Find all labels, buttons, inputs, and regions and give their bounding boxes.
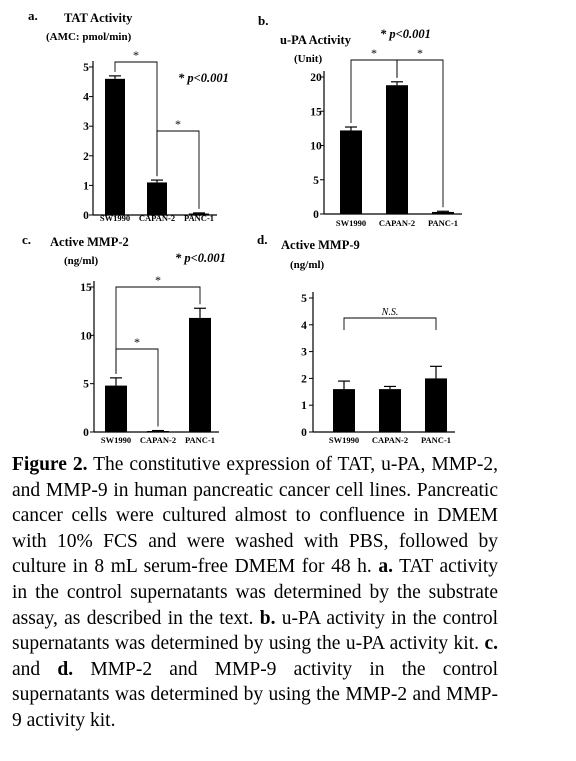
panel-b-bracket-label: * (371, 46, 377, 60)
panel-a-significance-bracket (114, 61, 158, 177)
panel-a-category-label: PANC-1 (184, 213, 214, 223)
figure-label: Figure 2. (12, 454, 88, 475)
panel-d-ytick-label: 0 (301, 427, 307, 439)
panel-c-ytick-label: 5 (83, 379, 89, 391)
panel-a-ytick-label: 4 (83, 92, 89, 104)
panel-d-bar-sw1990 (333, 389, 355, 432)
panel-c-ytick-label: 0 (83, 427, 89, 439)
caption-d-label: d. (57, 658, 74, 680)
figure-panels: a. TAT Activity (AMC: pmol/min) * p<0.001 0 1… (22, 8, 462, 445)
panel-c-category-label: CAPAN-2 (140, 435, 176, 445)
panel-a-category-label: SW1990 (100, 213, 130, 223)
panel-d-category-label: PANC-1 (421, 435, 451, 445)
panel-a-ytick-label: 2 (83, 151, 89, 163)
panel-d-bracket-label: N.S. (381, 307, 399, 318)
panel-d-bar-capan2 (379, 389, 401, 432)
panel-a-ylabel: (AMC: pmol/min) (46, 31, 132, 43)
panel-d-title: Active MMP-9 (281, 238, 360, 252)
panel-b-category-label: CAPAN-2 (379, 218, 415, 228)
panel-a-significance-bracket (156, 130, 200, 209)
panel-b-category-label: PANC-1 (428, 218, 458, 228)
panel-a-bracket-label: * (175, 117, 181, 131)
panel-b-bar-sw1990 (340, 130, 362, 214)
panel-b-ytick-label: 10 (310, 141, 322, 153)
panel-c-bracket-label: * (134, 335, 140, 349)
panel-c-title: Active MMP-2 (50, 235, 129, 249)
caption-b-text: u-PA activity in the control supernatant… (12, 607, 498, 655)
panel-c-bar-capan2 (147, 431, 169, 433)
panel-d-bar-panc1 (425, 378, 447, 432)
panel-c-bracket-label: * (155, 273, 161, 287)
panel-c-ylabel: (ng/ml) (64, 255, 99, 267)
panel-a-bar-sw1990 (105, 78, 125, 215)
panel-a-category-label: CAPAN-2 (139, 213, 175, 223)
caption-a-label: a. (378, 556, 393, 578)
caption-a-text: TAT activity in the control supernatants… (12, 556, 498, 629)
caption-d-text: MMP-2 and MMP-9 activity in the control … (12, 658, 498, 731)
panel-c-significance-bracket (115, 286, 201, 374)
panel-b-bar-capan2 (386, 85, 408, 214)
panel-a-bar-capan2 (147, 182, 167, 215)
caption-intro: The constitutive expression of TAT, u-PA… (12, 454, 498, 578)
panel-a-label: a. (28, 8, 38, 23)
panel-b-bar-panc1 (432, 211, 454, 214)
panel-c-significance-bracket (115, 348, 159, 427)
panel-b-category-label: SW1990 (336, 218, 366, 228)
figure-caption: Figure 2. The constitutive expression of… (12, 452, 498, 734)
panel-a-bar-panc1 (189, 213, 209, 216)
panel-d-significance-bracket (343, 317, 437, 330)
panel-a-ytick-label: 3 (83, 121, 89, 133)
panel-d-category-label: SW1990 (329, 435, 359, 445)
panel-c-bar-panc1 (189, 317, 211, 432)
panel-d-ytick-label: 4 (301, 320, 307, 332)
panel-a-ytick-label: 5 (83, 62, 89, 74)
panel-a-bracket-label: * (133, 48, 139, 62)
panel-b-ytick-label: 5 (313, 175, 319, 187)
panel-c-category-label: SW1990 (101, 435, 131, 445)
caption-c-label: c. (484, 633, 498, 655)
panel-a-ytick-label: 0 (83, 210, 89, 222)
panel-d-ytick-label: 2 (301, 373, 307, 385)
panel-c-ytick-label: 10 (80, 330, 92, 342)
panel-a-title: TAT Activity (64, 11, 133, 25)
panel-b-ylabel: (Unit) (294, 53, 322, 65)
panel-d-ytick-label: 3 (301, 347, 307, 359)
panel-b-bracket-label: * (417, 46, 423, 60)
panel-d-category-label: CAPAN-2 (372, 435, 408, 445)
panel-d-ylabel: (ng/ml) (290, 259, 325, 271)
panel-b-ytick-label: 15 (310, 106, 322, 118)
panel-c-label: c. (22, 232, 31, 247)
panel-b-label: b. (258, 13, 268, 28)
caption-cd-join: and (12, 658, 58, 680)
panel-d-ytick-label: 1 (301, 400, 307, 412)
caption-b-label: b. (259, 607, 276, 629)
panel-b-title: u-PA Activity (280, 33, 352, 47)
panel-d-label: d. (257, 232, 267, 247)
panel-a-ytick-label: 1 (83, 180, 89, 192)
panel-c-ytick-label: 15 (80, 282, 92, 294)
panel-a-significance-note: * p<0.001 (178, 71, 229, 85)
panel-b-significance-bracket (396, 59, 444, 208)
panel-d-ytick-label: 5 (301, 293, 307, 305)
panel-b-ytick-label: 0 (313, 209, 319, 221)
panel-b-significance-note: * p<0.001 (380, 27, 431, 41)
panel-c-category-label: PANC-1 (185, 435, 215, 445)
panel-c-bar-sw1990 (105, 385, 127, 432)
panel-c-significance-note: * p<0.001 (175, 251, 226, 265)
panel-b-ytick-label: 20 (310, 72, 322, 84)
